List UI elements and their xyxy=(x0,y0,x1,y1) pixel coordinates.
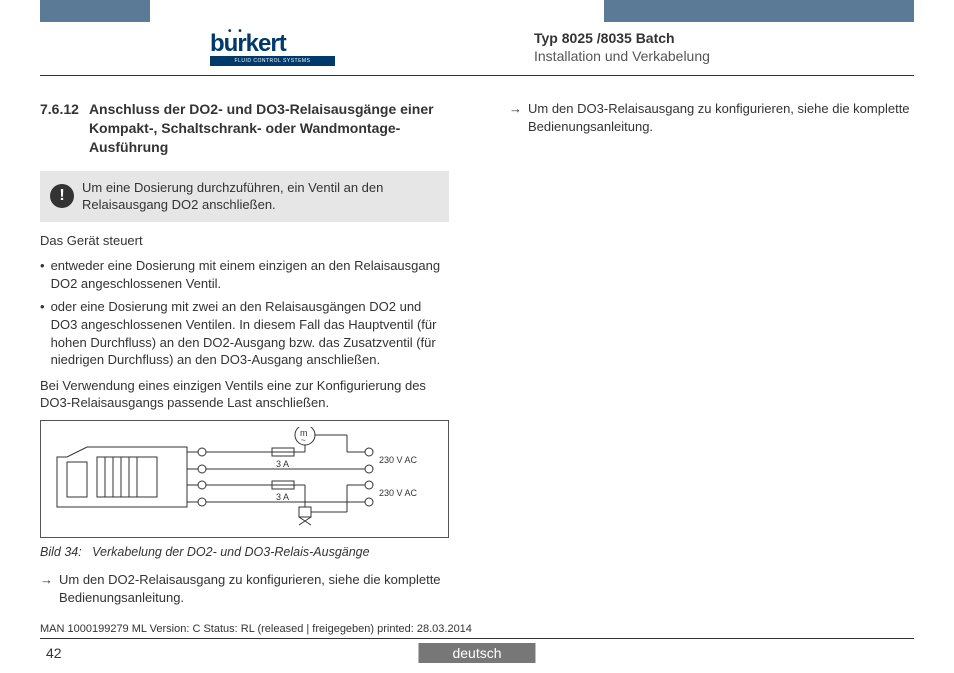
caption-text: Verkabelung der DO2- und DO3-Relais-Ausg… xyxy=(92,545,369,559)
top-accent-left xyxy=(40,0,150,22)
logo-brand: burkert xyxy=(210,30,286,57)
fuse1-label: 3 A xyxy=(276,459,289,469)
arrow-do2-text: Um den DO2-Relaisausgang zu konfiguriere… xyxy=(59,571,449,606)
alert-box: ! Um eine Dosierung durchzuführen, ein V… xyxy=(40,171,449,222)
section-number: 7.6.12 xyxy=(40,100,79,157)
figure-wiring-diagram: 3 A m ~ 230 V AC 3 A xyxy=(40,420,449,539)
doc-header: Typ 8025 /8035 Batch Installation und Ve… xyxy=(534,30,914,64)
list-item: oder eine Dosierung mit zwei an den Rela… xyxy=(40,298,449,368)
voltage2-label: 230 V AC xyxy=(379,488,418,498)
language-badge: deutsch xyxy=(418,643,535,663)
footer-rule xyxy=(40,638,914,639)
bullet-text: entweder eine Dosierung mit einem einzig… xyxy=(51,257,449,292)
note-text: Bei Verwendung eines einzigen Ventils ei… xyxy=(40,377,449,412)
section-title: Anschluss der DO2- und DO3-Relaisausgäng… xyxy=(89,100,449,157)
arrow-do3: → Um den DO3-Relaisausgang zu konfigurie… xyxy=(509,100,914,135)
intro-text: Das Gerät steuert xyxy=(40,232,449,250)
column-right: → Um den DO3-Relaisausgang zu konfigurie… xyxy=(509,100,914,612)
list-item: entweder eine Dosierung mit einem einzig… xyxy=(40,257,449,292)
footer-meta: MAN 1000199279 ML Version: C Status: RL … xyxy=(40,623,472,635)
doc-type: Typ 8025 /8035 Batch xyxy=(534,30,914,46)
page-number: 42 xyxy=(46,645,62,661)
motor-ac: ~ xyxy=(301,436,306,445)
voltage1-label: 230 V AC xyxy=(379,455,418,465)
header-rule xyxy=(40,75,914,76)
brand-logo: • • burkert FLUID CONTROL SYSTEMS xyxy=(210,30,335,66)
arrow-icon: → xyxy=(40,571,53,606)
arrow-icon: → xyxy=(509,100,522,135)
section-heading: 7.6.12 Anschluss der DO2- und DO3-Relais… xyxy=(40,100,449,157)
arrow-do2: → Um den DO2-Relaisausgang zu konfigurie… xyxy=(40,571,449,606)
fuse2-label: 3 A xyxy=(276,492,289,502)
top-accent-right xyxy=(604,0,914,22)
page-content: 7.6.12 Anschluss der DO2- und DO3-Relais… xyxy=(40,100,914,612)
caption-prefix: Bild 34: xyxy=(40,545,82,559)
figure-caption: Bild 34: Verkabelung der DO2- und DO3-Re… xyxy=(40,544,449,561)
arrow-do3-text: Um den DO3-Relaisausgang zu konfiguriere… xyxy=(528,100,914,135)
bullet-list: entweder eine Dosierung mit einem einzig… xyxy=(40,257,449,368)
alert-icon: ! xyxy=(50,184,74,208)
bullet-text: oder eine Dosierung mit zwei an den Rela… xyxy=(51,298,449,368)
column-left: 7.6.12 Anschluss der DO2- und DO3-Relais… xyxy=(40,100,449,612)
doc-section: Installation und Verkabelung xyxy=(534,48,914,64)
alert-text: Um eine Dosierung durchzuführen, ein Ven… xyxy=(82,179,439,214)
